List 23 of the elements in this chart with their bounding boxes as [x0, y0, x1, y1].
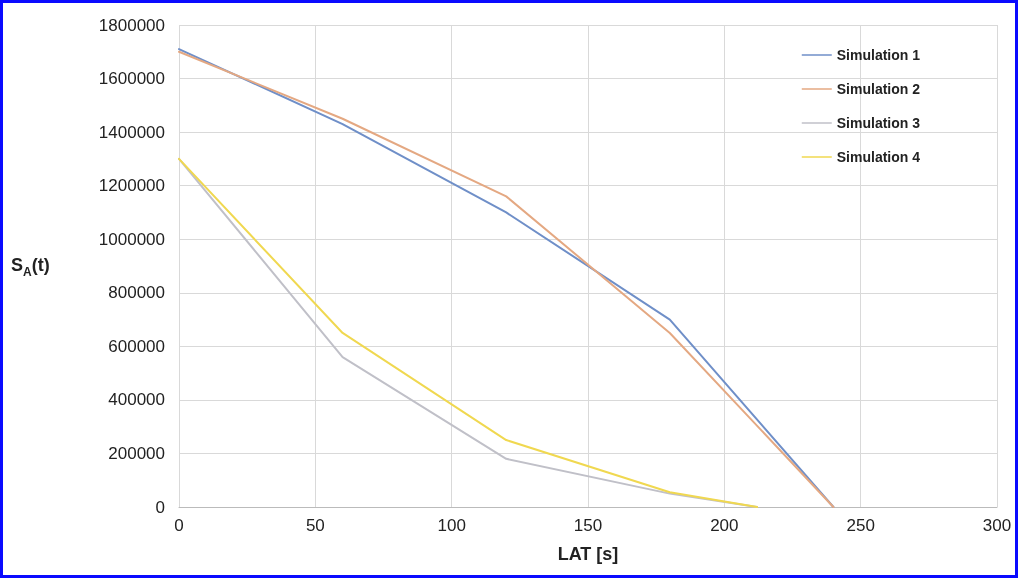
- y-tick-label: 600000: [108, 336, 165, 356]
- x-tick-label: 250: [846, 516, 875, 535]
- legend-label: Simulation 4: [836, 149, 921, 165]
- x-axis-title: LAT [s]: [557, 544, 619, 564]
- y-tick-label: 1000000: [98, 229, 165, 249]
- y-tick-label: 400000: [108, 390, 165, 410]
- y-tick-label: 0: [155, 497, 165, 517]
- x-tick-label: 0: [174, 516, 184, 535]
- y-tick-label: 1800000: [98, 15, 165, 35]
- x-tick-label: 300: [982, 516, 1012, 535]
- legend-label: Simulation 3: [836, 115, 921, 131]
- y-tick-label: 800000: [108, 283, 165, 303]
- x-tick-label: 150: [573, 516, 603, 535]
- y-tick-label: 1200000: [98, 176, 165, 196]
- x-tick-label: 200: [710, 516, 739, 535]
- x-tick-label: 100: [437, 516, 466, 535]
- y-tick-label: 200000: [108, 443, 165, 463]
- legend-label: Simulation 2: [836, 81, 921, 97]
- legend-label: Simulation 1: [836, 47, 921, 63]
- y-tick-label: 1600000: [98, 69, 165, 89]
- x-tick-label: 50: [305, 516, 325, 535]
- y-tick-label: 1400000: [98, 122, 165, 142]
- y-axis-title: S$_{A}$(t): [11, 255, 50, 279]
